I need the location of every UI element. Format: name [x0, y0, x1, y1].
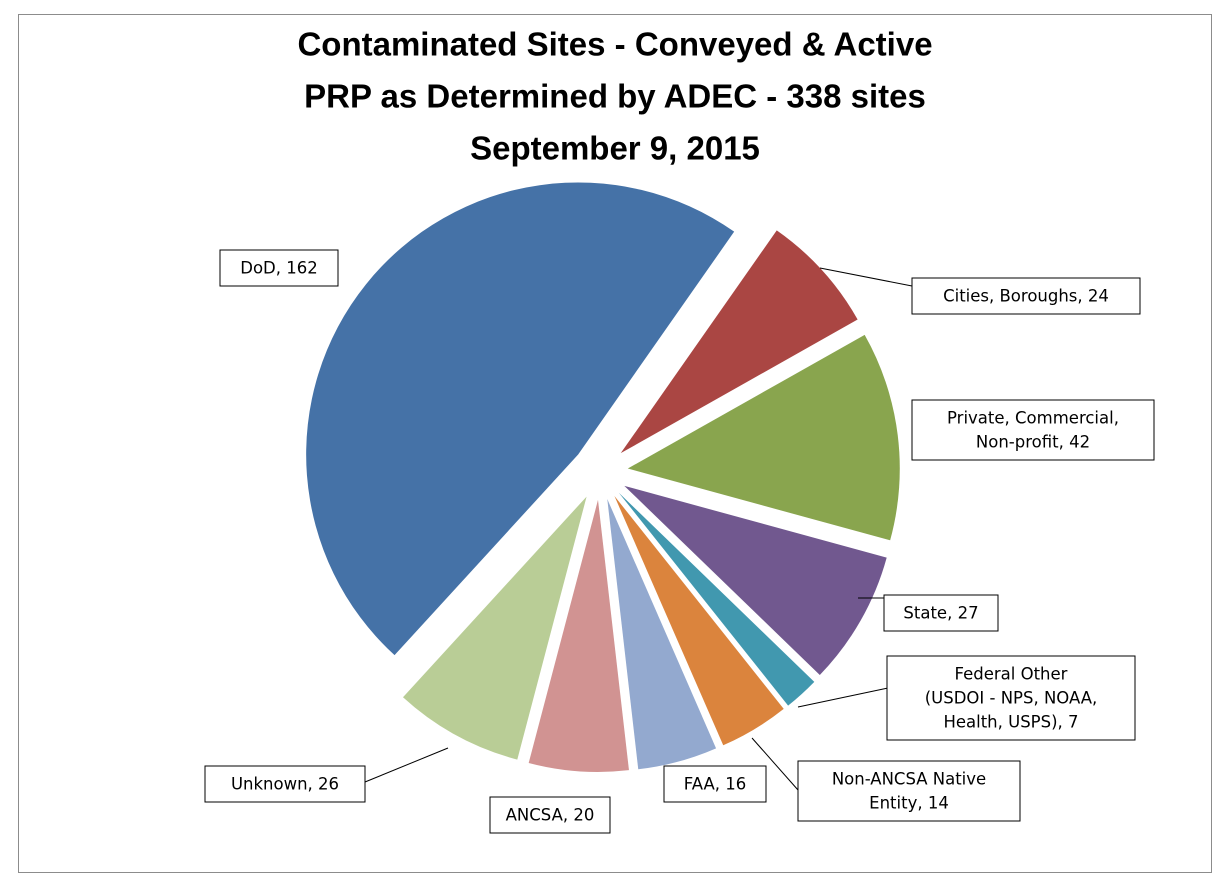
label-box [204, 765, 366, 803]
pie-slice [528, 499, 629, 772]
leader-line [819, 267, 913, 287]
label-box [911, 277, 1141, 315]
label-box [489, 796, 611, 834]
pie-slice [620, 230, 858, 454]
leader-line [364, 747, 449, 783]
pie-slice [627, 334, 900, 541]
pie-slice [614, 495, 784, 746]
label-box [219, 249, 339, 287]
data-label: Federal Other [955, 665, 1068, 684]
data-label: Non-ANCSA Native [832, 770, 986, 789]
data-label: ANCSA, 20 [506, 806, 595, 825]
leader-line [797, 687, 889, 708]
pie-slice [607, 499, 717, 770]
label-box [886, 655, 1136, 741]
chart-title: PRP as Determined by ADEC - 338 sites [304, 78, 926, 115]
pie-slice [618, 492, 815, 706]
label-box [883, 594, 999, 632]
pie-slice [402, 496, 587, 760]
label-box [663, 765, 767, 803]
data-label: Non-profit, 42 [976, 433, 1090, 452]
data-label: Entity, 14 [869, 794, 949, 813]
chart-title: September 9, 2015 [470, 130, 760, 167]
chart-title: Contaminated Sites - Conveyed & Active [297, 26, 932, 63]
pie-slice [306, 182, 735, 656]
data-label: Health, USPS), 7 [943, 713, 1078, 732]
data-label: DoD, 162 [240, 259, 318, 278]
data-label: Unknown, 26 [231, 775, 339, 794]
data-label: (USDOI - NPS, NOAA, [925, 689, 1098, 708]
leader-line [751, 737, 799, 791]
label-box [911, 399, 1155, 461]
data-label: Cities, Boroughs, 24 [943, 287, 1109, 306]
data-label: FAA, 16 [684, 775, 747, 794]
data-label: State, 27 [903, 604, 978, 623]
data-label: Private, Commercial, [947, 409, 1119, 428]
label-box [797, 760, 1021, 822]
pie-slice [624, 485, 887, 675]
